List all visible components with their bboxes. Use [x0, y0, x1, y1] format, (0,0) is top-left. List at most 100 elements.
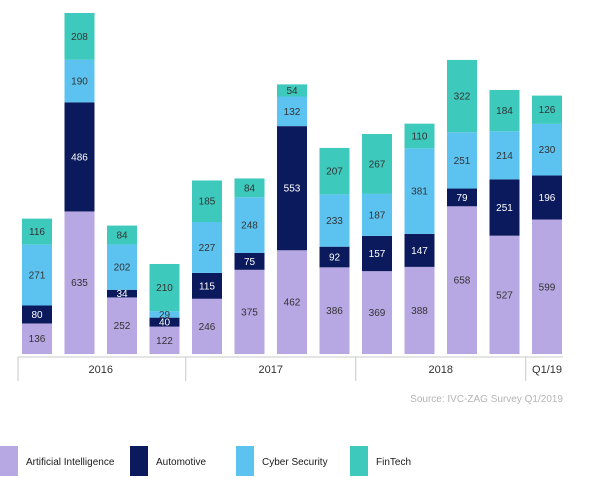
bar-fintech-0 [22, 218, 52, 245]
bar-fintech-8 [362, 133, 392, 194]
bar-artificial-intelligence-11 [489, 235, 520, 354]
data-label: 92 [329, 253, 341, 264]
data-label: 381 [411, 187, 428, 198]
bar-automotive-1 [64, 102, 95, 212]
legend-swatch [0, 446, 18, 476]
source-note: Source: IVC-ZAG Survey Q1/2019 [410, 394, 563, 405]
bar-automotive-12 [532, 175, 562, 220]
group-label: Q1/19 [532, 364, 562, 376]
data-label: 251 [496, 203, 513, 214]
data-label: 136 [29, 334, 46, 345]
group-label: 2018 [429, 364, 453, 376]
bar-fintech-6 [277, 84, 307, 97]
data-label: 29 [159, 310, 171, 321]
bar-artificial-intelligence-3 [149, 326, 180, 354]
data-label: 40 [159, 318, 171, 329]
data-label: 196 [539, 193, 556, 204]
legend-label: Automotive [156, 457, 206, 468]
bar-fintech-12 [532, 95, 562, 124]
data-label: 599 [539, 282, 556, 293]
data-label: 207 [326, 167, 343, 178]
legend-label: FinTech [376, 457, 411, 468]
data-label: 185 [199, 197, 216, 208]
bar-artificial-intelligence-0 [22, 323, 52, 354]
data-label: 271 [29, 271, 46, 282]
bar-artificial-intelligence-2 [107, 297, 137, 354]
data-label: 34 [116, 289, 128, 300]
bar-artificial-intelligence-7 [319, 267, 350, 354]
bar-fintech-9 [404, 123, 435, 149]
data-label: 386 [326, 306, 343, 317]
data-label: 202 [114, 263, 131, 274]
bar-cyber-security-1 [64, 59, 95, 103]
data-label: 369 [369, 308, 386, 319]
bar-fintech-3 [149, 263, 180, 312]
bar-automotive-11 [489, 179, 520, 236]
legend-swatch [130, 446, 148, 476]
bar-cyber-security-11 [489, 131, 520, 180]
data-label: 375 [241, 307, 258, 318]
bar-fintech-10 [447, 59, 477, 133]
legend: Artificial Intelligence Automotive Cyber S… [0, 446, 411, 476]
data-label: 110 [412, 132, 428, 143]
data-label: 147 [411, 246, 428, 257]
bar-cyber-security-12 [532, 123, 562, 176]
data-label: 184 [496, 106, 513, 117]
data-label: 251 [454, 156, 471, 167]
data-label: 84 [244, 183, 256, 194]
bar-artificial-intelligence-8 [362, 271, 392, 354]
bar-automotive-2 [107, 289, 137, 298]
group-label: 2017 [259, 364, 283, 376]
bar-artificial-intelligence-5 [234, 269, 265, 354]
bar-artificial-intelligence-6 [277, 250, 307, 354]
bar-cyber-security-10 [447, 132, 477, 189]
data-label: 157 [369, 249, 386, 260]
bar-cyber-security-9 [404, 148, 435, 234]
data-label: 214 [496, 151, 513, 162]
data-label: 54 [286, 86, 298, 97]
data-label: 553 [284, 184, 301, 195]
data-label: 248 [241, 221, 258, 232]
data-label: 252 [114, 321, 131, 332]
data-label: 210 [156, 283, 173, 294]
bar-fintech-7 [319, 147, 350, 195]
data-label: 190 [71, 77, 88, 88]
bar-automotive-0 [22, 305, 52, 324]
data-label: 116 [29, 227, 45, 238]
data-label: 486 [71, 152, 88, 163]
bar-automotive-3 [149, 317, 180, 327]
bar-automotive-4 [192, 272, 222, 299]
bar-cyber-security-7 [319, 194, 350, 247]
bar-artificial-intelligence-9 [404, 266, 435, 354]
x-axis: 2016 2017 2018 Q1/19 [17, 356, 563, 381]
bar-artificial-intelligence-4 [192, 298, 222, 354]
legend-label: Artificial Intelligence [26, 457, 115, 468]
data-label: 322 [454, 92, 471, 103]
data-label: 246 [199, 322, 216, 333]
bar-automotive-10 [447, 188, 477, 207]
data-label: 230 [539, 145, 556, 156]
data-label: 122 [156, 336, 173, 347]
bar-fintech-1 [64, 12, 95, 60]
bar-artificial-intelligence-10 [447, 206, 477, 354]
bar-fintech-11 [489, 89, 520, 132]
bar-automotive-5 [234, 252, 265, 270]
bar-cyber-security-8 [362, 193, 392, 236]
bar-automotive-7 [319, 246, 350, 268]
data-label: 233 [326, 216, 343, 227]
bar-cyber-security-4 [192, 221, 222, 273]
legend-swatch [350, 446, 368, 476]
data-label: 388 [411, 306, 428, 317]
data-label: 80 [31, 310, 43, 321]
bar-cyber-security-6 [277, 96, 307, 127]
bar-automotive-6 [277, 126, 307, 251]
data-label: 79 [456, 193, 468, 204]
data-label: 75 [244, 257, 256, 268]
data-label: 208 [71, 32, 88, 43]
bar-automotive-8 [362, 235, 392, 272]
data-label: 462 [284, 298, 301, 309]
bar-cyber-security-2 [107, 244, 137, 290]
data-label: 187 [369, 210, 386, 221]
data-label: 635 [71, 278, 88, 289]
